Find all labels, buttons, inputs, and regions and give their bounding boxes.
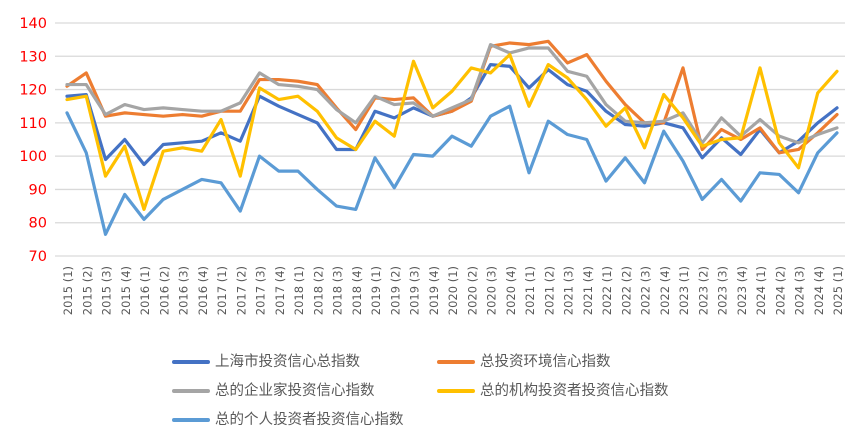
x-axis-tick-label: 2017 (2)	[234, 266, 248, 315]
x-axis-tick-label: 2018 (1)	[292, 266, 306, 315]
x-axis-tick-label: 2020 (3)	[485, 266, 499, 315]
x-axis-tick-label: 2021 (4)	[581, 266, 595, 315]
x-axis-tick-label: 2015 (3)	[100, 266, 114, 315]
x-axis-tick-label: 2022 (3)	[639, 266, 653, 315]
series-line	[65, 104, 839, 236]
legend-label: 总投资环境信心指数	[480, 354, 611, 370]
x-axis-tick-label: 2025 (1)	[831, 266, 845, 315]
x-axis-tick-label: 2024 (4)	[812, 266, 826, 315]
legend-item[interactable]: 总的企业家投资信心指数	[172, 380, 375, 402]
legend-line-marker	[437, 389, 475, 393]
legend-label: 总的个人投资者投资信心指数	[215, 412, 404, 428]
x-axis-tick-label: 2017 (4)	[273, 266, 287, 315]
x-axis-tick-label: 2021 (1)	[523, 266, 537, 315]
legend-label: 上海市投资信心总指数	[215, 354, 360, 370]
x-axis-tick-label: 2015 (2)	[80, 266, 94, 315]
legend-row: 上海市投资信心总指数 总投资环境信心指数	[0, 351, 865, 373]
legend-line-marker	[172, 389, 210, 393]
legend-item[interactable]: 上海市投资信心总指数	[172, 351, 360, 373]
x-axis-tick-label: 2022 (1)	[600, 266, 614, 315]
x-axis-tick-label: 2022 (2)	[619, 266, 633, 315]
x-axis-tick-label: 2017 (1)	[215, 266, 229, 315]
series-line	[65, 53, 839, 211]
x-axis-tick-label: 2023 (3)	[716, 266, 730, 315]
y-axis-tick-label: 90	[29, 182, 47, 198]
y-axis-tick-label: 100	[19, 149, 47, 165]
y-axis-tick-label: 140	[19, 16, 47, 32]
x-axis-tick-label: 2023 (2)	[696, 266, 710, 315]
legend-item[interactable]: 总的个人投资者投资信心指数	[172, 409, 404, 431]
x-axis-tick-label: 2016 (3)	[177, 266, 191, 315]
x-axis-tick-label: 2019 (1)	[369, 266, 383, 315]
x-axis-tick-label: 2020 (2)	[465, 266, 479, 315]
legend-row: 总的个人投资者投资信心指数	[0, 409, 865, 431]
x-axis-tick-label: 2019 (4)	[427, 266, 441, 315]
legend-item[interactable]: 总的机构投资者投资信心指数	[437, 380, 669, 402]
x-axis-tick-label: 2021 (3)	[562, 266, 576, 315]
legend-label: 总的企业家投资信心指数	[215, 383, 375, 399]
y-axis-tick-label: 70	[29, 249, 47, 265]
legend-label: 总的机构投资者投资信心指数	[480, 383, 669, 399]
x-axis-tick-label: 2016 (2)	[157, 266, 171, 315]
y-axis-tick-label: 80	[29, 216, 47, 232]
x-axis-tick-label: 2024 (2)	[773, 266, 787, 315]
x-axis-tick-label: 2016 (4)	[196, 266, 210, 315]
legend-item[interactable]: 总投资环境信心指数	[437, 351, 611, 373]
series-line	[65, 43, 839, 145]
legend-row: 总的企业家投资信心指数 总的机构投资者投资信心指数	[0, 380, 865, 402]
x-axis-tick-label: 2020 (1)	[446, 266, 460, 315]
x-axis-tick-label: 2022 (4)	[658, 266, 672, 315]
x-axis-tick-label: 2024 (3)	[793, 266, 807, 315]
x-axis-tick-label: 2023 (1)	[677, 266, 691, 315]
x-axis-tick-label: 2018 (2)	[311, 266, 325, 315]
legend-line-marker	[172, 360, 210, 364]
y-axis-tick-label: 110	[19, 116, 47, 132]
x-axis-tick-label: 2020 (4)	[504, 266, 518, 315]
x-axis-tick-label: 2015 (1)	[61, 266, 75, 315]
legend-line-marker	[437, 360, 475, 364]
x-axis-tick-label: 2023 (4)	[735, 266, 749, 315]
x-axis-tick-label: 2019 (3)	[408, 266, 422, 315]
x-axis-tick-label: 2021 (2)	[542, 266, 556, 315]
x-axis-tick-label: 2019 (2)	[388, 266, 402, 315]
x-axis-tick-label: 2016 (1)	[138, 266, 152, 315]
legend-line-marker	[172, 418, 210, 422]
x-axis-tick-label: 2018 (3)	[331, 266, 345, 315]
x-axis-tick-label: 2024 (1)	[754, 266, 768, 315]
y-axis-tick-label: 130	[19, 49, 47, 65]
x-axis-tick-label: 2015 (4)	[119, 266, 133, 315]
x-axis-tick-label: 2017 (3)	[254, 266, 268, 315]
y-axis-tick-label: 120	[19, 83, 47, 99]
x-axis-tick-label: 2018 (4)	[350, 266, 364, 315]
